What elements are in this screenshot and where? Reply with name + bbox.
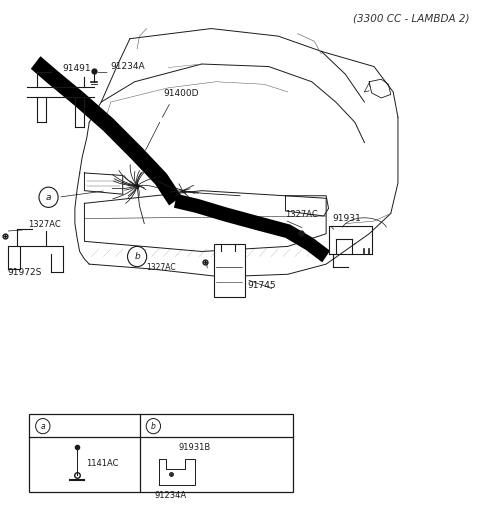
Text: 91745: 91745 bbox=[247, 281, 276, 291]
Circle shape bbox=[39, 187, 58, 207]
Text: 1327AC: 1327AC bbox=[28, 219, 61, 229]
Text: 91234A: 91234A bbox=[155, 491, 186, 499]
Bar bbox=[29, 414, 293, 492]
Text: 1141AC: 1141AC bbox=[86, 459, 119, 468]
Text: 1327AC: 1327AC bbox=[286, 209, 318, 218]
Text: b: b bbox=[134, 252, 140, 261]
Text: 91400D: 91400D bbox=[163, 89, 199, 98]
Polygon shape bbox=[174, 194, 330, 262]
Text: a: a bbox=[40, 422, 45, 431]
Text: 91931B: 91931B bbox=[178, 442, 211, 452]
Circle shape bbox=[128, 246, 147, 267]
Bar bbox=[214, 244, 245, 297]
Text: b: b bbox=[151, 422, 156, 431]
Text: (3300 CC - LAMBDA 2): (3300 CC - LAMBDA 2) bbox=[353, 13, 470, 23]
Text: 91972S: 91972S bbox=[8, 268, 42, 277]
Circle shape bbox=[36, 419, 50, 434]
Text: 91931: 91931 bbox=[332, 213, 360, 223]
Polygon shape bbox=[31, 56, 181, 205]
Text: 91234A: 91234A bbox=[111, 61, 145, 71]
Text: 1327AC: 1327AC bbox=[146, 263, 175, 272]
Circle shape bbox=[146, 419, 160, 434]
Text: 91491: 91491 bbox=[62, 64, 91, 73]
Text: a: a bbox=[46, 193, 51, 202]
